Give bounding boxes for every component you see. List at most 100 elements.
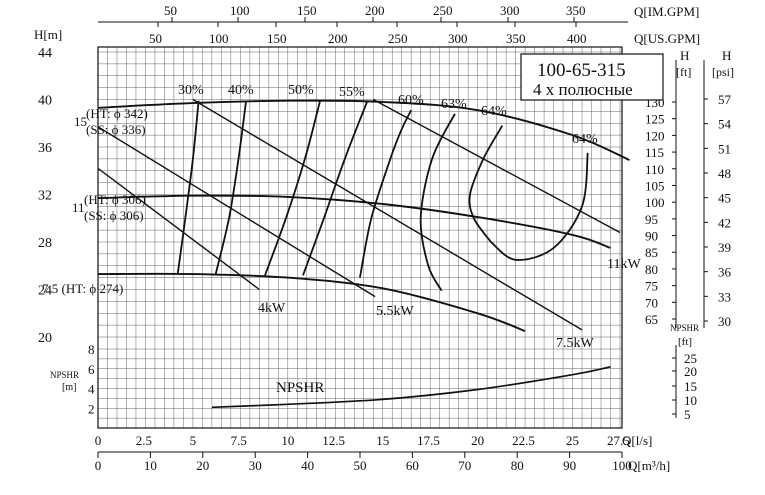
npshr-curve-label: NPSHR [276, 380, 324, 396]
x-tick-label-ls: 17.5 [417, 433, 440, 448]
head-curve-label: (HT: ϕ 306) [84, 192, 146, 207]
x-tick-label-ls: 22.5 [512, 433, 535, 448]
y-tick-label-head: 24 [38, 284, 52, 299]
right-npshr-unit: [ft] [678, 336, 692, 348]
y-tick-label-ft: 65 [645, 312, 658, 327]
y-tick-label-npshr: 2 [88, 401, 95, 416]
y-tick-label-npshr-ft: 10 [684, 393, 697, 408]
head-curve [97, 272, 526, 332]
efficiency-curve [419, 113, 456, 292]
x-axis-label-m3h: Q[m³/h] [628, 458, 670, 473]
y-tick-label-ft: 100 [645, 195, 665, 210]
y-tick-label-npshr: 4 [88, 382, 95, 397]
x-tick-label-imgpm: 350 [566, 3, 586, 18]
power-line [97, 167, 260, 291]
x-tick-label-usgpm: 300 [448, 31, 468, 46]
head-curve-label: 7.5 (HT: ϕ 274) [42, 281, 123, 296]
power-line-label: 11kW [607, 257, 641, 272]
efficiency-label: 60% [398, 93, 424, 108]
x-tick-label-m3h: 0 [95, 458, 102, 473]
power-line [372, 98, 621, 234]
x-tick-label-ls: 0 [95, 433, 102, 448]
x-tick-label-m3h: 100 [612, 458, 632, 473]
x-tick-label-m3h: 10 [144, 458, 157, 473]
head-curve-label: (SS: ϕ 336) [86, 122, 146, 137]
x-tick-label-ls: 7.5 [231, 433, 247, 448]
x-tick-label-imgpm: 200 [365, 3, 385, 18]
y-tick-label-head: 36 [38, 141, 52, 156]
x-axis-label-usgpm: Q[US.GPM] [634, 31, 700, 46]
x-axis-label-imgpm: Q[IM.GPM] [634, 4, 699, 19]
y-tick-label-ft: 90 [645, 229, 658, 244]
y-tick-label-ft: 115 [645, 145, 664, 160]
y-tick-label-ft: 80 [645, 262, 658, 277]
y-tick-label-ft: 125 [645, 112, 665, 127]
x-tick-label-imgpm: 300 [500, 3, 520, 18]
efficiency-label: 63% [441, 97, 467, 112]
y-tick-label-ft: 85 [645, 245, 658, 260]
y-axis-label-head: H[m] [34, 27, 62, 42]
efficiency-curve [359, 109, 413, 278]
y-tick-label-npshr: 8 [88, 342, 95, 357]
y-tick-label-psi: 48 [718, 166, 731, 181]
x-tick-label-usgpm: 100 [209, 31, 229, 46]
power-line-label: 4kW [258, 301, 286, 316]
x-tick-label-ls: 10 [281, 433, 294, 448]
y-tick-label-psi: 45 [718, 191, 731, 206]
x-tick-label-ls: 27.5 [607, 433, 630, 448]
y-tick-label-head: 28 [38, 236, 52, 251]
x-tick-label-m3h: 30 [249, 458, 262, 473]
x-tick-label-m3h: 80 [511, 458, 524, 473]
x-tick-label-ls: 20 [471, 433, 484, 448]
x-tick-label-m3h: 60 [406, 458, 419, 473]
x-tick-label-imgpm: 50 [164, 3, 177, 18]
y-axis-unit-npshr: [m] [62, 382, 76, 393]
efficiency-label: 64% [572, 132, 598, 147]
y-tick-label-npshr: 6 [88, 362, 95, 377]
power-line-label: 5.5kW [376, 304, 415, 319]
x-tick-label-usgpm: 50 [149, 31, 162, 46]
y-tick-label-ft: 110 [645, 162, 664, 177]
npshr-curve [211, 365, 611, 409]
efficiency-label: 40% [228, 83, 254, 98]
y-tick-label-npshr-ft: 20 [684, 364, 697, 379]
y-tick-label-npshr-ft: 5 [684, 407, 691, 422]
y-tick-label-psi: 51 [718, 141, 731, 156]
efficiency-curve [490, 152, 589, 261]
x-tick-label-m3h: 50 [354, 458, 367, 473]
y-tick-label-psi: 36 [718, 265, 732, 280]
y-tick-label-npshr-ft: 15 [684, 379, 697, 394]
x-tick-label-m3h: 40 [301, 458, 314, 473]
efficiency-curve [176, 100, 200, 275]
efficiency-label: 30% [178, 83, 204, 98]
head-curve-label: 11 [72, 200, 85, 215]
power-line [192, 98, 583, 331]
y-tick-label-ft: 105 [645, 178, 665, 193]
y-tick-label-ft: 75 [645, 279, 658, 294]
y-tick-label-psi: 42 [718, 215, 731, 230]
efficiency-label: 50% [288, 83, 314, 98]
y-tick-label-head: 20 [38, 331, 52, 346]
chart-subtitle: 4 x полюсные [533, 80, 633, 99]
power-line-label: 7.5kW [556, 336, 595, 351]
y-tick-label-psi: 39 [718, 240, 731, 255]
y-tick-label-head: 40 [38, 94, 52, 109]
efficiency-curve [468, 125, 504, 243]
y-tick-label-psi: 54 [718, 117, 732, 132]
head-curve-label: (HT: ϕ 342) [86, 106, 148, 121]
y-tick-label-head: 32 [38, 189, 52, 204]
efficiency-curve [264, 100, 321, 276]
y-tick-label-psi: 30 [718, 314, 731, 329]
efficiency-curve [214, 100, 247, 275]
y-tick-label-ft: 120 [645, 128, 665, 143]
x-tick-label-ls: 15 [376, 433, 389, 448]
x-tick-label-ls: 25 [566, 433, 579, 448]
grid [97, 47, 622, 429]
x-tick-label-imgpm: 150 [297, 3, 317, 18]
x-tick-label-usgpm: 400 [567, 31, 587, 46]
x-tick-label-usgpm: 200 [328, 31, 348, 46]
power-line [97, 126, 376, 298]
right-axis-psi-unit: [psi] [712, 65, 734, 79]
y-axis-label-npshr: NPSHR [50, 370, 79, 380]
